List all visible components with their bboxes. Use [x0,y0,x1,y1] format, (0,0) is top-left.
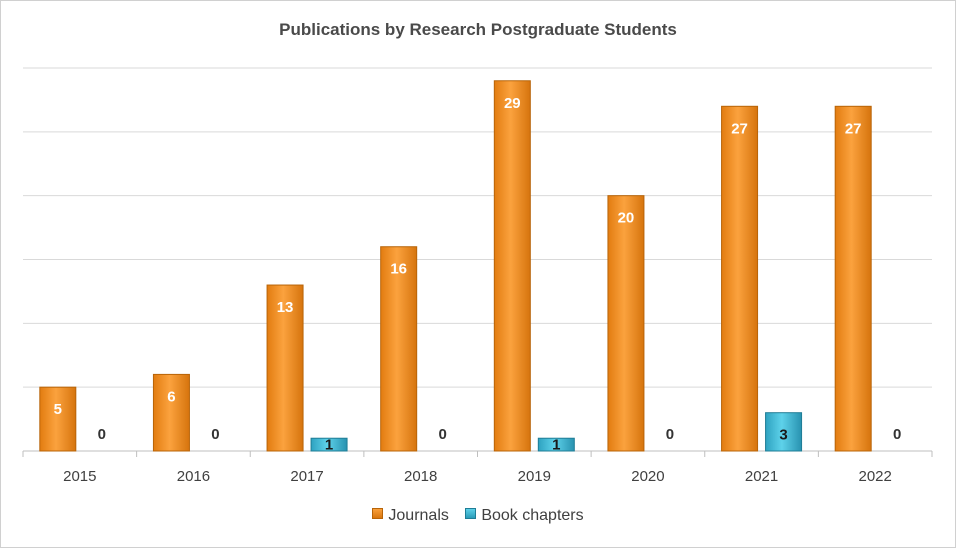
data-label-book-chapters: 0 [439,426,447,443]
legend-label-journals: Journals [388,507,449,524]
x-tick-label: 2020 [631,468,664,485]
data-label-book-chapters: 0 [211,426,219,443]
data-label-journals: 13 [277,299,294,316]
data-label-journals: 6 [167,388,175,405]
x-tick-label: 2021 [745,468,778,485]
data-label-book-chapters: 0 [98,426,106,443]
legend-item-book-chapters: Book chapters [465,507,584,525]
chart-legend: Journals Book chapters [0,507,956,525]
bar-journals [721,105,759,452]
chart-title: Publications by Research Postgraduate St… [279,20,677,39]
x-tick-label: 2019 [518,468,551,485]
x-tick-label: 2015 [63,468,96,485]
data-label-journals: 5 [54,401,62,418]
data-label-book-chapters: 1 [552,437,560,454]
bar-book-chapters [765,412,803,452]
data-label-journals: 27 [731,120,748,137]
bar-journals [607,195,645,452]
x-tick-label: 2017 [290,468,323,485]
legend-swatch-journals [372,508,384,519]
bar-journals [834,105,872,452]
bar-journals [380,246,418,452]
x-tick-label: 2018 [404,468,437,485]
data-label-journals: 16 [390,261,407,278]
data-label-book-chapters: 1 [325,437,333,454]
data-label-journals: 29 [504,95,521,112]
data-label-journals: 20 [618,210,635,227]
x-tick-label: 2022 [859,468,892,485]
legend-item-journals: Journals [372,507,449,525]
data-label-book-chapters: 3 [779,427,787,444]
bar-journals [266,284,304,452]
bar-book-chapters [537,437,575,452]
data-label-journals: 27 [845,120,862,137]
data-label-book-chapters: 0 [893,426,901,443]
bar-journals [493,80,531,452]
bar-book-chapters [310,437,348,452]
x-tick-label: 2016 [177,468,210,485]
data-label-book-chapters: 0 [666,426,674,443]
legend-label-book-chapters: Book chapters [481,507,584,524]
bar-journals [39,386,77,452]
legend-swatch-book-chapters [465,508,477,519]
bar-journals [152,373,190,452]
